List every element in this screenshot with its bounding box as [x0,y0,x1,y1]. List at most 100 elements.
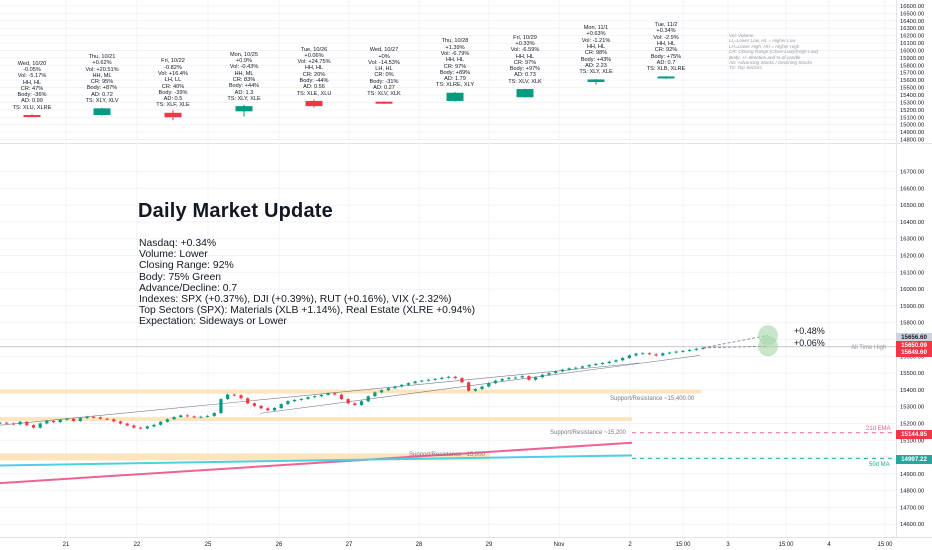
daily-summary-line: Fri, 10/22 [161,58,185,65]
intraday-candle [406,383,411,385]
daily-summary-line: TS: XLB, XLRE [646,66,686,73]
update-text: Nasdaq: +0.34% Volume: Lower Closing Ran… [139,238,475,328]
time-tick-label: 15:00 [877,542,893,548]
daily-summary-line: Body: +89% [439,69,471,76]
daily-summary-line: LH, HL [375,66,393,73]
intraday-candle [172,417,176,420]
intraday-candle [212,413,216,416]
intraday-candle [286,401,290,405]
daily-summary-line: AD: 0.56 [303,84,325,91]
intraday-candle [132,425,136,428]
daily-summary-line: AD: 1.3 [234,89,254,96]
intraday-candle [359,401,364,405]
intraday-candle [641,353,645,355]
daily-candle [446,92,464,101]
price-tick-label: 15000.00 [900,123,924,129]
daily-summary-line: Vol: +20.51% [85,66,119,73]
price-tick-label: 16400.00 [900,220,924,226]
legend: Vol: Volume LL=Lower Low, HL = Higher Lo… [729,33,818,71]
intraday-candle [279,404,283,409]
intraday-candle [527,376,531,380]
price-tick-label: 14800.00 [900,138,924,144]
price-tick-label: 14600.00 [900,522,924,528]
intraday-candle [252,403,257,406]
daily-summary-line: CR: 47% [20,85,44,92]
intraday-candle [621,357,625,361]
daily-summary-line: Body: -36% [17,92,47,99]
legend-line: AD: Advancing Stocks / Declining Stocks [729,60,813,66]
daily-summary-line: AD: 0.5 [163,96,183,103]
price-tick-label: 15500.00 [900,371,924,377]
price-tick-label: 15300.00 [900,405,924,411]
daily-summary-line: Mon, 11/1 [583,25,609,32]
intraday-candle [688,349,692,351]
price-tick-label: 16500.00 [900,203,924,209]
daily-summary-line: TS: XLY, XLE [227,95,261,102]
legend-line: LL=Lower Low, HL = Higher Low [729,38,796,44]
zone-label: Support/Resistance ~15,000 [409,452,485,458]
daily-summary-line: AD: 0.73 [514,72,536,79]
intraday-candle [58,419,62,423]
intraday-candle [567,368,571,370]
daily-summary-line: TS: XLV, XLK [367,91,401,98]
time-tick-label: 28 [416,542,423,548]
daily-summary-line: Wed, 10/27 [369,47,399,54]
daily-summary-line: TS: XLF, XLE [156,102,190,109]
price-tick-label: 16200.00 [900,253,924,259]
daily-summary-line: +0.62% [92,60,112,67]
top-pane [0,0,896,143]
daily-summary-line: +1.39% [445,44,465,51]
daily-summary: Fri, 10/22 -0.82% Vol: +16.4% LH, LL CR: 40%… [138,58,208,108]
intraday-candle [319,394,323,397]
intraday-candle [701,347,705,349]
intraday-candle [219,399,223,414]
daily-summary: Fri, 10/29 +0.33% Vol: -6.59% HH, HL CR: 97%… [490,35,560,85]
legend-line: Body: +/- direction and % of candle [729,54,801,60]
intraday-candle [554,371,558,374]
daily-candle [657,76,675,79]
intraday-candle [493,380,498,384]
intraday-candle [607,361,611,363]
daily-summary-line: HH, HL [22,79,42,86]
intraday-candle [380,390,384,393]
daily-summary-line: +0.06% [304,52,324,59]
daily-summary-line: Vol: -14.53% [368,59,400,66]
intraday-candle [580,366,585,368]
legend-line: LH=Lower High, HH = Higher High [729,43,800,49]
projection-line [702,345,769,349]
daily-summary-line: AD: 0.72 [91,91,113,98]
price-tick-label: 16700.00 [900,170,924,176]
daily-summary-line: AD: 0.7 [656,59,676,66]
intraday-candle [513,377,518,379]
price-tick-label: 15600.00 [900,78,924,84]
intraday-candle [339,394,344,400]
intraday-candle [373,392,377,397]
daily-summary-line: +0.34% [656,28,676,35]
daily-summary-line: CR: 0% [374,72,394,79]
legend-line: CR: Closing Range (Close-Low)/(High-Low) [729,49,819,55]
intraday-candle [38,423,42,428]
intraday-candle [199,416,203,418]
daily-candle [375,101,393,104]
update-line: Volume: Lower [139,249,208,261]
intraday-candle [18,421,22,425]
daily-summary-line: Vol: -2.9% [653,34,679,41]
daily-summary-line: -0.82% [164,64,182,71]
daily-summary: Wed, 10/27 +0% Vol: -14.53% LH, HL CR: 0% Bod… [349,47,419,97]
update-line: Nasdaq: +0.34% [139,238,217,249]
intraday-candle [534,377,538,380]
intraday-candle [292,399,297,402]
daily-summary-line: HH, HL [515,53,535,60]
intraday-candle [500,378,504,381]
price-tick-label: 16200.00 [900,34,924,40]
intraday-candle [594,363,598,366]
daily-summary: Tue, 11/2 +0.34% Vol: -2.9% HH, HL CR: 92% Bo… [631,22,701,72]
update-line: Closing Range: 92% [139,260,234,272]
intraday-candle [125,423,129,426]
intraday-candle [694,348,698,350]
intraday-candle [152,424,156,427]
daily-summary-line: TS: XLY, XLE [579,69,613,76]
trend-line [259,355,701,414]
intraday-candle [92,416,96,418]
